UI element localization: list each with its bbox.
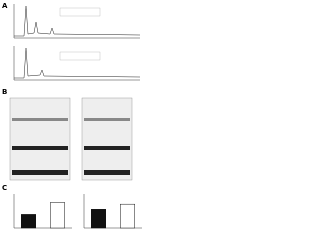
- bar: [21, 214, 36, 229]
- panel-label: A: [2, 2, 8, 10]
- figure: A B C: [2, 2, 142, 229]
- bar: [91, 209, 106, 229]
- panel-label: B: [2, 88, 7, 96]
- bar: [120, 203, 135, 229]
- bar: [50, 202, 65, 229]
- panel-label: C: [2, 184, 7, 192]
- chromatogram-bottom: [13, 46, 141, 81]
- western-blot-left: [9, 97, 71, 181]
- chromatogram-top: [13, 4, 141, 39]
- western-blot-right: [81, 97, 133, 181]
